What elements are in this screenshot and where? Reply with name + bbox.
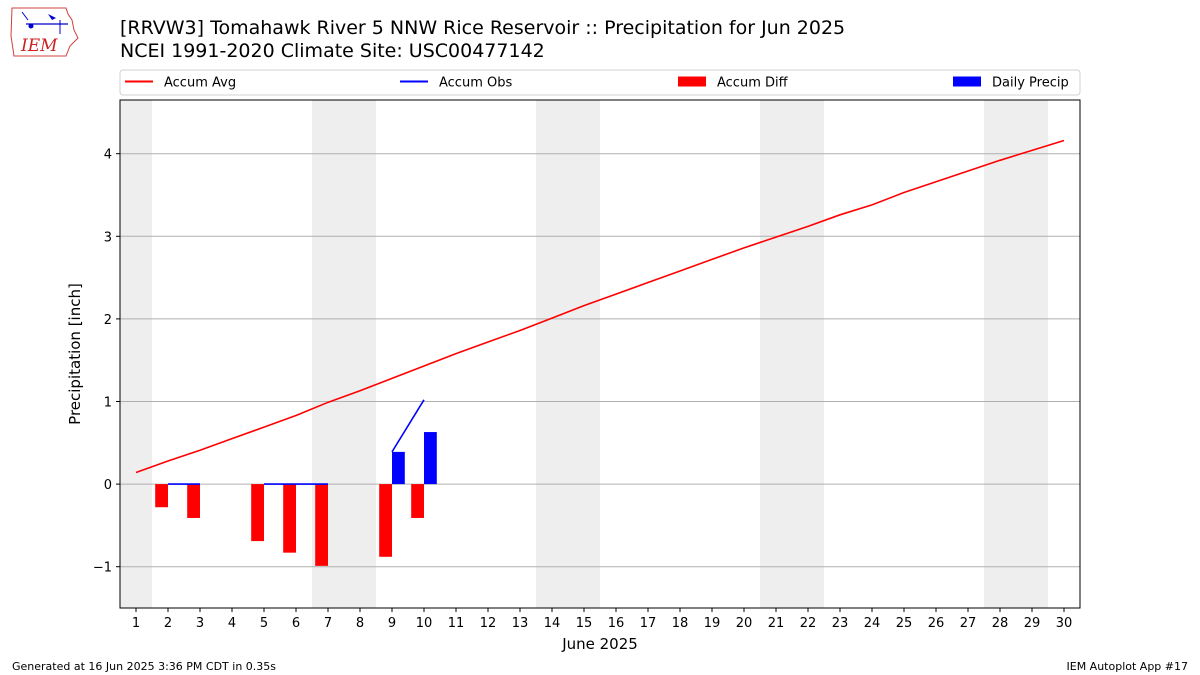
weekend-band (120, 100, 152, 608)
y-tick-label: 2 (104, 313, 112, 328)
x-tick-label: 22 (800, 616, 817, 631)
x-tick-label: 17 (640, 616, 657, 631)
legend-label: Accum Avg (164, 76, 236, 91)
x-tick-label: 1 (132, 616, 140, 631)
x-tick-label: 5 (260, 616, 268, 631)
x-tick-label: 16 (608, 616, 625, 631)
app-label: IEM Autoplot App #17 (1066, 660, 1189, 673)
weekend-shading (120, 100, 1048, 608)
accum-obs-line (391, 399, 425, 453)
y-tick-label: 0 (104, 478, 112, 493)
x-tick-label: 15 (576, 616, 593, 631)
x-tick-label: 23 (832, 616, 849, 631)
x-tick-label: 11 (448, 616, 465, 631)
daily-precip-bar (392, 451, 405, 485)
x-tick-label: 18 (672, 616, 689, 631)
iem-logo: IEM (8, 6, 82, 62)
x-tick-label: 25 (896, 616, 913, 631)
x-tick-label: 14 (544, 616, 561, 631)
y-axis-label: Precipitation [inch] (66, 283, 84, 425)
legend-swatch-bar (953, 76, 981, 87)
x-tick-label: 30 (1056, 616, 1073, 631)
axis-ticks: 1 2 3 4 5 6 7 8 9 10 11 12 13 14 15 16 17 18 19 20 21 22 23 24 2… (93, 148, 1072, 631)
accum-diff-bar (379, 484, 392, 557)
accum-diff-bar (251, 484, 264, 542)
weekend-band (536, 100, 600, 608)
legend-swatch-bar (678, 76, 706, 87)
accum-diff-bar (315, 484, 328, 566)
accum-avg-line (135, 139, 1065, 474)
x-tick-label: 8 (356, 616, 364, 631)
legend: Accum Avg Accum Obs Accum Diff Daily Precip (119, 69, 1081, 96)
accum-diff-bar (155, 484, 168, 508)
y-tick-label: 4 (104, 148, 112, 163)
weekend-band (760, 100, 824, 608)
logo-text: IEM (20, 36, 58, 56)
daily-precip-bar (424, 432, 437, 485)
x-tick-label: 12 (480, 616, 497, 631)
y-tick-label: 1 (104, 395, 112, 410)
accum-diff-bar (283, 484, 296, 553)
legend-box (119, 69, 1081, 96)
legend-label: Accum Obs (439, 76, 512, 91)
x-axis-label: June 2025 (561, 635, 638, 653)
x-tick-label: 24 (864, 616, 881, 631)
legend-label: Accum Diff (717, 76, 789, 91)
x-tick-label: 4 (228, 616, 236, 631)
accum-diff-bar (187, 484, 200, 518)
generated-timestamp: Generated at 16 Jun 2025 3:36 PM CDT in … (12, 660, 277, 673)
x-tick-label: 26 (928, 616, 945, 631)
chart-subtitle: NCEI 1991-2020 Climate Site: USC00477142 (120, 40, 545, 62)
line-marks (135, 139, 1065, 485)
x-tick-label: 6 (292, 616, 300, 631)
y-tick-label: −1 (93, 561, 112, 576)
x-tick-label: 3 (196, 616, 204, 631)
legend-label: Daily Precip (992, 76, 1069, 91)
bar-marks (155, 432, 437, 566)
x-tick-label: 19 (704, 616, 721, 631)
weekend-band (984, 100, 1048, 608)
chart-title: [RRVW3] Tomahawk River 5 NNW Rice Reserv… (120, 17, 846, 39)
x-tick-label: 10 (416, 616, 433, 631)
x-tick-label: 28 (992, 616, 1009, 631)
accum-diff-bar (411, 484, 424, 518)
x-tick-label: 27 (960, 616, 977, 631)
x-tick-label: 20 (736, 616, 753, 631)
x-tick-label: 21 (768, 616, 785, 631)
x-tick-label: 2 (164, 616, 172, 631)
x-tick-label: 29 (1024, 616, 1041, 631)
plot-frame (119, 99, 1081, 609)
x-tick-label: 7 (324, 616, 332, 631)
x-tick-label: 13 (512, 616, 529, 631)
y-tick-label: 3 (104, 230, 112, 245)
x-tick-label: 9 (388, 616, 396, 631)
